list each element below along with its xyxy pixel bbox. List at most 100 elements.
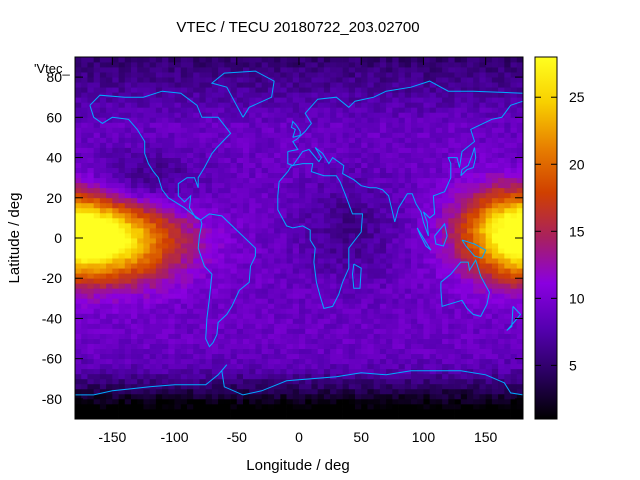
heatmap-cell bbox=[143, 112, 151, 118]
heatmap-cell bbox=[143, 97, 151, 103]
heatmap-cell bbox=[168, 207, 175, 214]
heatmap-cell bbox=[106, 268, 113, 274]
heatmap-cell bbox=[417, 172, 424, 179]
heatmap-cell bbox=[299, 132, 306, 138]
heatmap-cell bbox=[149, 338, 157, 344]
heatmap-cell bbox=[131, 182, 138, 189]
heatmap-cell bbox=[336, 268, 343, 274]
heatmap-cell bbox=[398, 383, 406, 390]
heatmap-cell bbox=[137, 273, 144, 279]
heatmap-cell bbox=[187, 253, 194, 259]
heatmap-cell bbox=[249, 388, 256, 395]
heatmap-cell bbox=[504, 303, 511, 309]
heatmap-cell bbox=[249, 308, 256, 314]
heatmap-cell bbox=[379, 107, 387, 113]
heatmap-cell bbox=[386, 273, 393, 279]
heatmap-cell bbox=[205, 137, 213, 143]
heatmap-cell bbox=[187, 77, 194, 83]
heatmap-cell bbox=[149, 187, 157, 194]
heatmap-cell bbox=[392, 393, 399, 400]
heatmap-cell bbox=[292, 182, 300, 189]
heatmap-cell bbox=[423, 167, 431, 174]
heatmap-cell bbox=[75, 192, 82, 199]
heatmap-cell bbox=[417, 122, 424, 128]
heatmap-cell bbox=[423, 333, 431, 339]
heatmap-cell bbox=[454, 343, 462, 350]
heatmap-cell bbox=[504, 343, 511, 350]
heatmap-cell bbox=[404, 102, 412, 108]
heatmap-cell bbox=[311, 132, 319, 138]
heatmap-cell bbox=[267, 67, 275, 73]
heatmap-cell bbox=[124, 122, 132, 128]
heatmap-cell bbox=[317, 112, 325, 118]
heatmap-cell bbox=[479, 177, 487, 184]
heatmap-cell bbox=[218, 122, 225, 128]
heatmap-cell bbox=[243, 127, 250, 133]
heatmap-cell bbox=[87, 343, 95, 350]
heatmap-cell bbox=[361, 323, 368, 329]
heatmap-cell bbox=[379, 82, 387, 88]
heatmap-cell bbox=[224, 107, 231, 113]
heatmap-cell bbox=[367, 238, 375, 244]
heatmap-cell bbox=[491, 278, 499, 284]
heatmap-cell bbox=[255, 147, 263, 153]
heatmap-cell bbox=[112, 232, 119, 239]
heatmap-cell bbox=[199, 268, 207, 274]
heatmap-cell bbox=[267, 122, 275, 128]
heatmap-cell bbox=[255, 162, 263, 169]
heatmap-cell bbox=[473, 413, 480, 420]
heatmap-cell bbox=[392, 62, 399, 68]
heatmap-cell bbox=[442, 127, 449, 133]
heatmap-cell bbox=[317, 147, 325, 153]
heatmap-cell bbox=[330, 192, 337, 199]
heatmap-cell bbox=[168, 368, 175, 375]
heatmap-cell bbox=[106, 92, 113, 98]
heatmap-cell bbox=[187, 172, 194, 179]
heatmap-cell bbox=[261, 197, 269, 204]
heatmap-cell bbox=[187, 217, 194, 224]
heatmap-cell bbox=[193, 268, 200, 274]
heatmap-cell bbox=[243, 338, 250, 344]
heatmap-cell bbox=[485, 263, 493, 269]
heatmap-cell bbox=[317, 408, 325, 415]
heatmap-cell bbox=[467, 243, 474, 249]
heatmap-cell bbox=[249, 82, 256, 88]
heatmap-cell bbox=[398, 308, 406, 314]
heatmap-cell bbox=[386, 353, 393, 360]
heatmap-cell bbox=[187, 328, 194, 334]
heatmap-cell bbox=[274, 137, 281, 143]
heatmap-cell bbox=[348, 378, 356, 385]
heatmap-cell bbox=[348, 232, 356, 239]
heatmap-cell bbox=[199, 328, 207, 334]
heatmap-cell bbox=[124, 238, 132, 244]
heatmap-cell bbox=[199, 172, 207, 179]
heatmap-cell bbox=[81, 232, 88, 239]
heatmap-cell bbox=[367, 258, 375, 264]
heatmap-cell bbox=[473, 253, 480, 259]
heatmap-cell bbox=[124, 288, 132, 294]
heatmap-cell bbox=[106, 373, 113, 380]
heatmap-cell bbox=[87, 167, 95, 174]
heatmap-cell bbox=[367, 303, 375, 309]
heatmap-cell bbox=[87, 117, 95, 123]
heatmap-cell bbox=[417, 62, 424, 68]
heatmap-cell bbox=[75, 353, 82, 360]
heatmap-cell bbox=[442, 142, 449, 148]
heatmap-cell bbox=[435, 92, 443, 98]
heatmap-cell bbox=[361, 373, 368, 380]
heatmap-cell bbox=[174, 77, 182, 83]
heatmap-cell bbox=[267, 323, 275, 329]
heatmap-cell bbox=[299, 187, 306, 194]
heatmap-cell bbox=[224, 192, 231, 199]
heatmap-cell bbox=[311, 107, 319, 113]
heatmap-cell bbox=[317, 222, 325, 229]
heatmap-cell bbox=[392, 358, 399, 365]
heatmap-cell bbox=[174, 398, 182, 405]
heatmap-cell bbox=[442, 122, 449, 128]
heatmap-cell bbox=[429, 137, 437, 143]
heatmap-cell bbox=[99, 152, 107, 158]
heatmap-cell bbox=[199, 283, 207, 289]
heatmap-cell bbox=[504, 403, 511, 410]
heatmap-cell bbox=[261, 273, 269, 279]
heatmap-cell bbox=[299, 403, 306, 410]
